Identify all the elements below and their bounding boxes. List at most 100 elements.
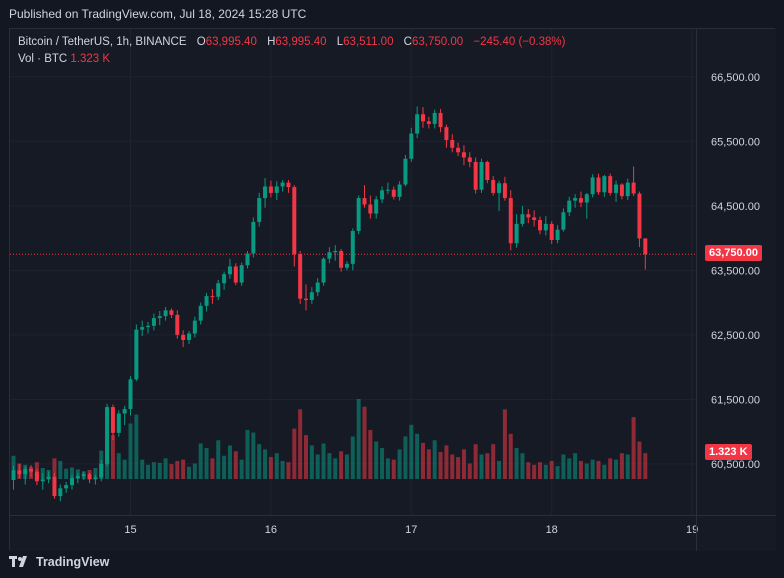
candle-body — [397, 184, 402, 197]
candle-body — [105, 407, 110, 464]
candle-body — [526, 214, 531, 218]
candle-body — [140, 327, 145, 330]
candle-body — [233, 266, 238, 283]
tradingview-logo-icon[interactable] — [9, 555, 31, 569]
candle-body — [444, 127, 449, 141]
candle-body — [479, 161, 484, 190]
volume-bar — [110, 435, 115, 479]
volume-bar — [368, 429, 373, 479]
volume-bar — [602, 464, 607, 479]
candle-body — [438, 112, 443, 128]
published-caption: Published on TradingView.com, Jul 18, 20… — [9, 7, 307, 21]
x-axis-tick-label: 16 — [265, 524, 277, 536]
candle-body — [514, 223, 519, 244]
y-axis-tick-label: 64,500.00 — [711, 201, 760, 213]
tradingview-brand[interactable]: TradingView — [36, 555, 110, 569]
volume-bar — [339, 451, 344, 479]
volume-bar — [134, 414, 139, 479]
volume-bar — [210, 458, 215, 479]
y-axis-tick-label: 60,500.00 — [711, 459, 760, 471]
volume-bar — [438, 451, 443, 479]
candle-body — [409, 133, 414, 159]
candle-body — [204, 296, 209, 306]
candle-body — [421, 114, 425, 122]
ohlc-legend: Bitcoin / TetherUS, 1h, BINANCE O63,995.… — [18, 36, 565, 48]
volume-bar — [643, 453, 648, 479]
candle-body — [473, 161, 478, 190]
volume-bar — [532, 464, 537, 479]
candle-body — [23, 469, 28, 475]
chart-frame[interactable]: 60,500.00 61,500.00 62,500.00 63,500.00 64,5… — [9, 28, 776, 551]
candle-body — [631, 182, 636, 194]
top-bar: Published on TradingView.com, Jul 18, 20… — [0, 0, 784, 28]
x-axis-tick-label: 15 — [124, 524, 136, 536]
volume-bar — [187, 466, 191, 479]
candle-body — [280, 182, 285, 187]
candle-body — [64, 485, 69, 489]
candle-body — [81, 474, 86, 477]
candle-body — [461, 152, 466, 158]
candle-body — [520, 214, 525, 224]
volume-bar — [263, 449, 268, 479]
candle-body — [151, 318, 156, 326]
candle-body — [298, 254, 303, 299]
volume-bar — [573, 453, 578, 479]
candle-body — [380, 190, 385, 200]
volume-bar — [327, 453, 332, 479]
volume-bar — [204, 448, 209, 479]
volume-bar — [227, 445, 232, 479]
volume-bar — [292, 428, 297, 479]
candlestick-chart[interactable]: 60,500.00 61,500.00 62,500.00 63,500.00 64,5… — [10, 29, 776, 551]
volume-bar — [538, 462, 542, 479]
candle-body — [181, 334, 186, 340]
candle-body — [450, 140, 455, 148]
candle-body — [385, 189, 390, 191]
volume-bar — [245, 429, 250, 479]
volume-bar — [526, 462, 531, 479]
x-axis-tick-label: 17 — [405, 524, 417, 536]
volume-bar — [514, 448, 519, 479]
volume-bar — [163, 458, 168, 479]
candle-body — [309, 292, 314, 300]
candle-body — [251, 221, 256, 254]
volume-bar — [543, 464, 548, 479]
volume-bar — [58, 460, 63, 479]
volume-label[interactable]: Vol · BTC — [18, 53, 68, 65]
volume-bar — [567, 458, 572, 479]
y-axis-tick-label: 66,500.00 — [711, 72, 760, 84]
close-label: C — [403, 36, 412, 48]
candle-body — [245, 253, 250, 266]
candle-body — [304, 298, 308, 300]
volume-bar — [415, 433, 420, 479]
volume-bar — [491, 444, 496, 479]
low-label: L — [336, 36, 344, 48]
volume-bar — [637, 441, 642, 479]
x-axis-tick-label: 19 — [686, 524, 698, 536]
candle-body — [198, 305, 203, 321]
volume-bar — [479, 454, 484, 479]
volume-bar — [619, 453, 624, 479]
volume-bar — [385, 458, 390, 479]
volume-bar — [64, 468, 69, 479]
volume-bar — [181, 459, 186, 479]
change-value: −245.40 (−0.38%) — [473, 36, 566, 48]
volume-bar — [146, 464, 151, 479]
volume-bar — [52, 458, 57, 479]
candle-body — [187, 333, 191, 340]
candle-body — [567, 200, 572, 213]
last-price-badge: 63,750.00 — [705, 245, 762, 262]
volume-bar — [257, 444, 262, 479]
symbol-label[interactable]: Bitcoin / TetherUS, 1h, BINANCE — [18, 36, 187, 48]
volume-legend: Vol · BTC 1.323 K — [18, 53, 110, 65]
volume-bar — [116, 453, 121, 479]
candle-body — [543, 223, 548, 231]
candle-body — [192, 320, 197, 334]
candle-body — [532, 217, 537, 221]
volume-bar — [432, 440, 437, 479]
volume-bar — [426, 449, 431, 479]
volume-bar — [239, 459, 244, 479]
candle-body — [549, 223, 554, 241]
volume-bar — [356, 399, 361, 479]
candle-body — [637, 193, 642, 239]
candle-body — [590, 177, 595, 195]
